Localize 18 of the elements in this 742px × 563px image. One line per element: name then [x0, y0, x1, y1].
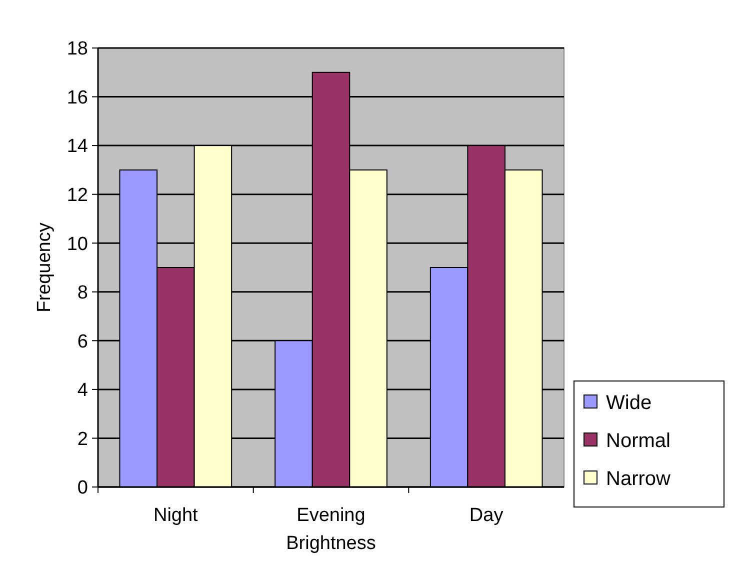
y-tick-label: 18	[66, 38, 88, 60]
x-tick-label: Night	[153, 505, 199, 526]
y-tick-label: 12	[66, 184, 88, 206]
legend-label: Normal	[606, 430, 670, 452]
y-tick-label: 6	[77, 331, 88, 352]
y-tick-label: 14	[66, 136, 88, 158]
y-tick-label: 2	[77, 428, 88, 450]
y-tick-label: 4	[77, 380, 88, 402]
x-tick-label: Evening	[296, 505, 366, 526]
legend-label: Wide	[606, 392, 652, 414]
x-axis-title: Brightness	[286, 533, 376, 554]
y-tick-label: 0	[77, 478, 88, 499]
y-tick-label: 10	[66, 234, 88, 255]
y-tick-label: 8	[77, 282, 88, 304]
y-tick-label: 16	[66, 87, 88, 108]
y-axis-title: Frequency	[34, 222, 55, 312]
x-tick-label: Day	[469, 505, 504, 526]
legend-label: Narrow	[606, 468, 672, 490]
